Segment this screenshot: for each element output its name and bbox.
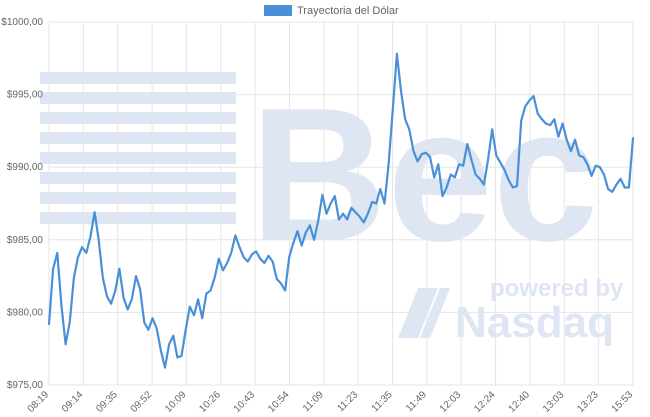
x-tick-label: 12:24 [472, 389, 498, 415]
y-axis: $975,00 $980,00 $985,00 $990,00 $995,00 $1000… [1, 17, 43, 391]
x-tick-label: 15:53 [610, 389, 636, 415]
x-tick-label: 11:23 [335, 389, 360, 414]
x-tick-label: 13:03 [541, 389, 567, 415]
x-tick-label: 10:09 [163, 389, 189, 415]
y-tick-label: $1000,00 [1, 17, 43, 28]
watermark: Bec powered by Nasdaq [40, 69, 624, 347]
x-tick-label: 12:40 [507, 389, 533, 415]
y-tick-label: $975,00 [7, 380, 44, 391]
y-tick-label: $985,00 [7, 235, 44, 246]
legend-label: Trayectoria del Dólar [297, 5, 399, 17]
y-tick-label: $990,00 [7, 162, 44, 173]
y-tick-label: $980,00 [7, 307, 44, 318]
x-tick-label: 10:43 [232, 389, 258, 415]
x-tick-label: 09:52 [129, 389, 155, 415]
x-tick-label: 09:14 [60, 389, 86, 415]
x-tick-label: 10:54 [266, 389, 292, 415]
x-tick-label: 08:19 [26, 389, 52, 415]
x-tick-label: 09:35 [94, 389, 120, 415]
watermark-brand: Bec [250, 69, 599, 281]
x-tick-label: 11:35 [370, 389, 395, 414]
series-line [47, 52, 635, 369]
watermark-tagline: powered by [490, 275, 624, 302]
legend: Trayectoria del Dólar [264, 5, 399, 17]
y-tick-label: $995,00 [7, 90, 44, 101]
series-layer [47, 52, 635, 369]
legend-swatch [264, 5, 292, 16]
x-tick-label: 11:09 [301, 389, 326, 414]
nasdaq-logo-icon [398, 288, 450, 338]
x-tick-label: 10:26 [197, 389, 223, 415]
x-tick-label: 12:03 [438, 389, 464, 415]
x-tick-label: 13:23 [575, 389, 601, 415]
watermark-partner: Nasdaq [455, 298, 614, 347]
x-axis: 08:19 09:14 09:35 09:52 10:09 10:26 10:43 10:54… [26, 389, 636, 415]
x-tick-label: 11:49 [404, 389, 429, 414]
